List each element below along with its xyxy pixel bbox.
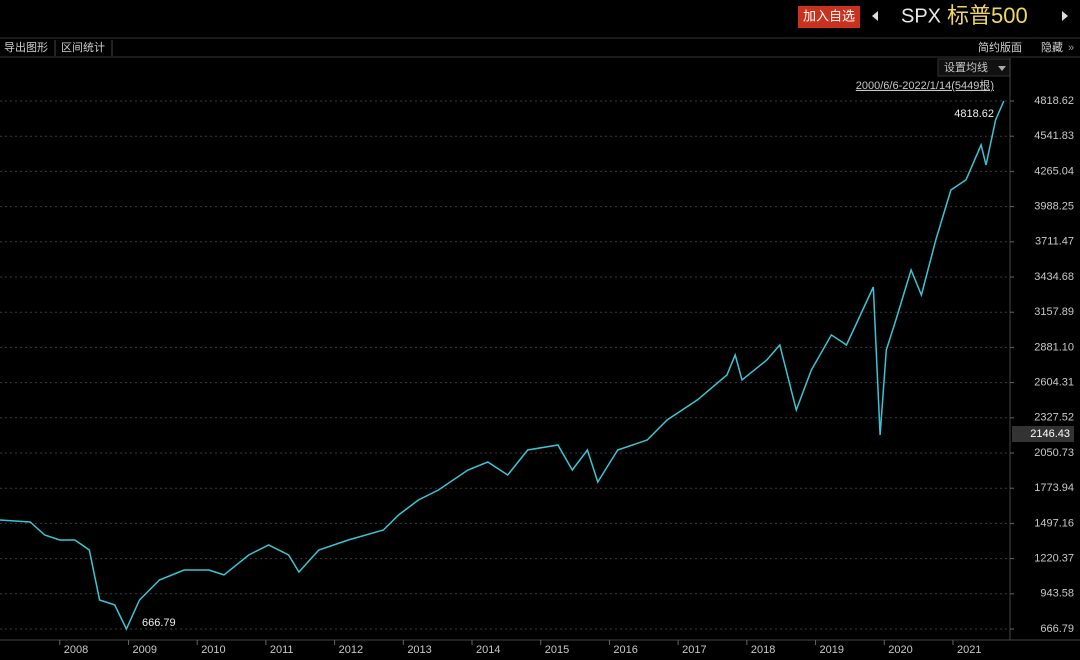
next-arrow[interactable]: [1062, 11, 1068, 21]
y-tick-label: 3434.68: [1034, 271, 1074, 283]
add-button-bg[interactable]: [798, 6, 860, 28]
y-tick-label: 2604.31: [1034, 377, 1074, 389]
x-tick-label: 2019: [820, 644, 844, 656]
y-tick-label: 4265.04: [1034, 165, 1074, 177]
toolbar-button[interactable]: 简约版面: [978, 40, 1022, 54]
y-tick-label: 943.58: [1040, 588, 1074, 600]
last-price: 2146.43: [1030, 428, 1070, 440]
add-button[interactable]: 加入自选: [803, 8, 855, 23]
y-tick-label: 3157.89: [1034, 306, 1074, 318]
x-tick-label: 2017: [682, 644, 706, 656]
name: 标普500: [947, 3, 1028, 28]
price-line: [0, 100, 1005, 631]
toolbar-chevron: »: [1068, 42, 1074, 54]
y-tick-label: 2327.52: [1034, 412, 1074, 424]
y-tick-label: 2881.10: [1034, 341, 1074, 353]
last-price-box: [1012, 426, 1074, 442]
y-tick-label: 1497.16: [1034, 517, 1074, 529]
prev-arrow[interactable]: [872, 11, 878, 21]
y-tick-label: 3711.47: [1035, 236, 1074, 248]
x-tick-label: 2010: [201, 644, 225, 656]
max-label: 4818.62: [954, 108, 994, 120]
y-tick-label: 4541.83: [1034, 130, 1074, 142]
x-tick-label: 2014: [476, 644, 500, 656]
symbol: SPX: [901, 5, 941, 27]
x-tick-label: 2021: [957, 644, 981, 656]
toolbar-button[interactable]: 隐藏: [1041, 41, 1063, 54]
x-tick-label: 2018: [751, 644, 775, 656]
x-tick-label: 2016: [613, 644, 637, 656]
y-tick-label: 666.79: [1040, 623, 1074, 635]
y-tick-label: 1220.37: [1034, 553, 1074, 565]
y-tick-label: 3988.25: [1034, 201, 1074, 213]
x-tick-label: 2020: [888, 644, 912, 656]
y-tick-label: 2050.73: [1034, 447, 1074, 459]
x-tick-label: 2008: [64, 644, 88, 656]
x-tick-label: 2015: [545, 644, 569, 656]
min-label: 666.79: [142, 617, 176, 629]
x-tick-label: 2013: [407, 644, 431, 656]
range-label: 2000/6/6-2022/1/14(5449根): [856, 78, 994, 92]
x-tick-label: 2009: [132, 644, 156, 656]
x-tick-label: 2012: [339, 644, 363, 656]
toolbar-button[interactable]: 导出图形: [4, 40, 48, 54]
x-tick-label: 2011: [270, 644, 294, 656]
y-tick-label: 4818.62: [1034, 95, 1074, 107]
y-tick-label: 1773.94: [1034, 482, 1074, 494]
ma-setting[interactable]: 设置均线: [944, 60, 988, 74]
toolbar-button[interactable]: 区间统计: [61, 41, 105, 54]
dropdown-arrow: [998, 66, 1006, 71]
